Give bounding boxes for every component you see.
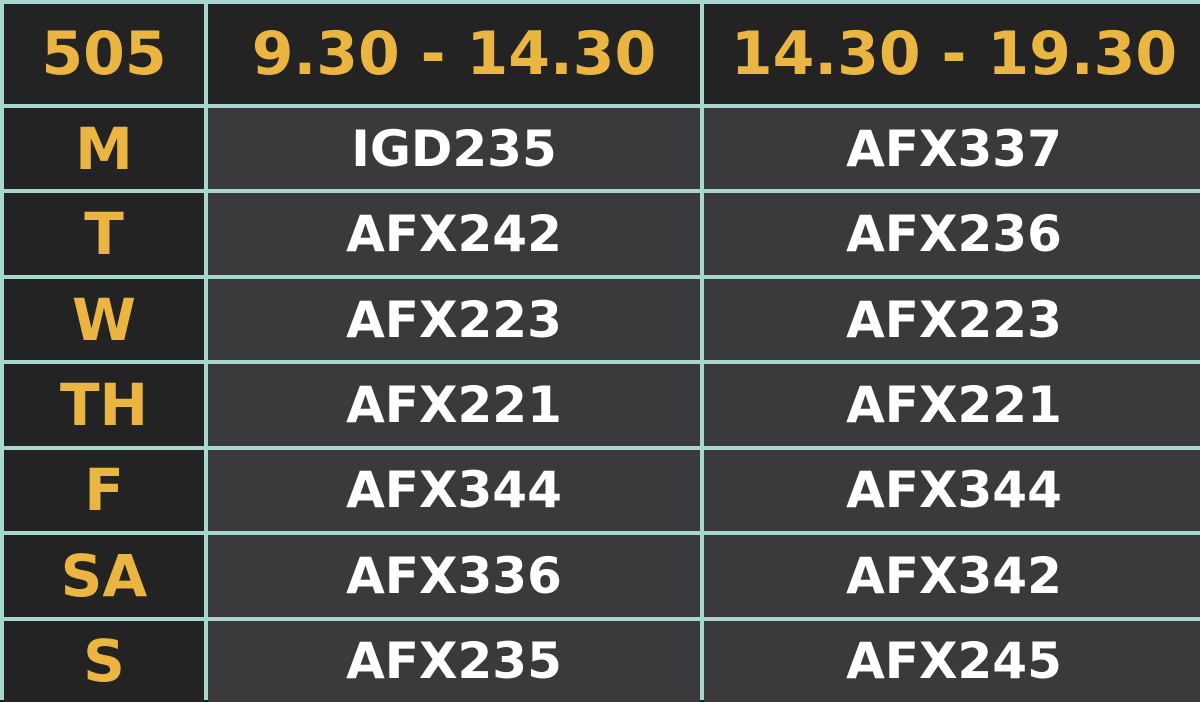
room-number-header: 505 bbox=[4, 4, 204, 104]
day-label: M bbox=[4, 108, 204, 190]
course-code-cell: AFX223 bbox=[208, 278, 700, 361]
day-label: W bbox=[4, 278, 204, 361]
day-label: SA bbox=[4, 535, 204, 617]
course-code-cell: AFX336 bbox=[208, 535, 700, 617]
course-code-cell: AFX242 bbox=[208, 193, 700, 275]
course-code-cell: AFX236 bbox=[704, 193, 1200, 275]
course-code-cell: AFX235 bbox=[208, 620, 700, 702]
day-label: T bbox=[4, 193, 204, 275]
course-code-cell: AFX221 bbox=[208, 364, 700, 446]
course-code-cell: AFX344 bbox=[208, 449, 700, 532]
slot-header-evening: 14.30 - 19.30 bbox=[704, 4, 1200, 104]
course-code-cell: AFX344 bbox=[704, 449, 1200, 532]
course-code-cell: AFX342 bbox=[704, 535, 1200, 617]
slot-header-morning: 9.30 - 14.30 bbox=[208, 4, 700, 104]
day-label: F bbox=[4, 449, 204, 532]
day-label: TH bbox=[4, 364, 204, 446]
course-code-cell: AFX245 bbox=[704, 620, 1200, 702]
course-code-cell: AFX337 bbox=[704, 108, 1200, 190]
course-code-cell: IGD235 bbox=[208, 108, 700, 190]
day-label: S bbox=[4, 620, 204, 702]
course-code-cell: AFX223 bbox=[704, 278, 1200, 361]
course-code-cell: AFX221 bbox=[704, 364, 1200, 446]
